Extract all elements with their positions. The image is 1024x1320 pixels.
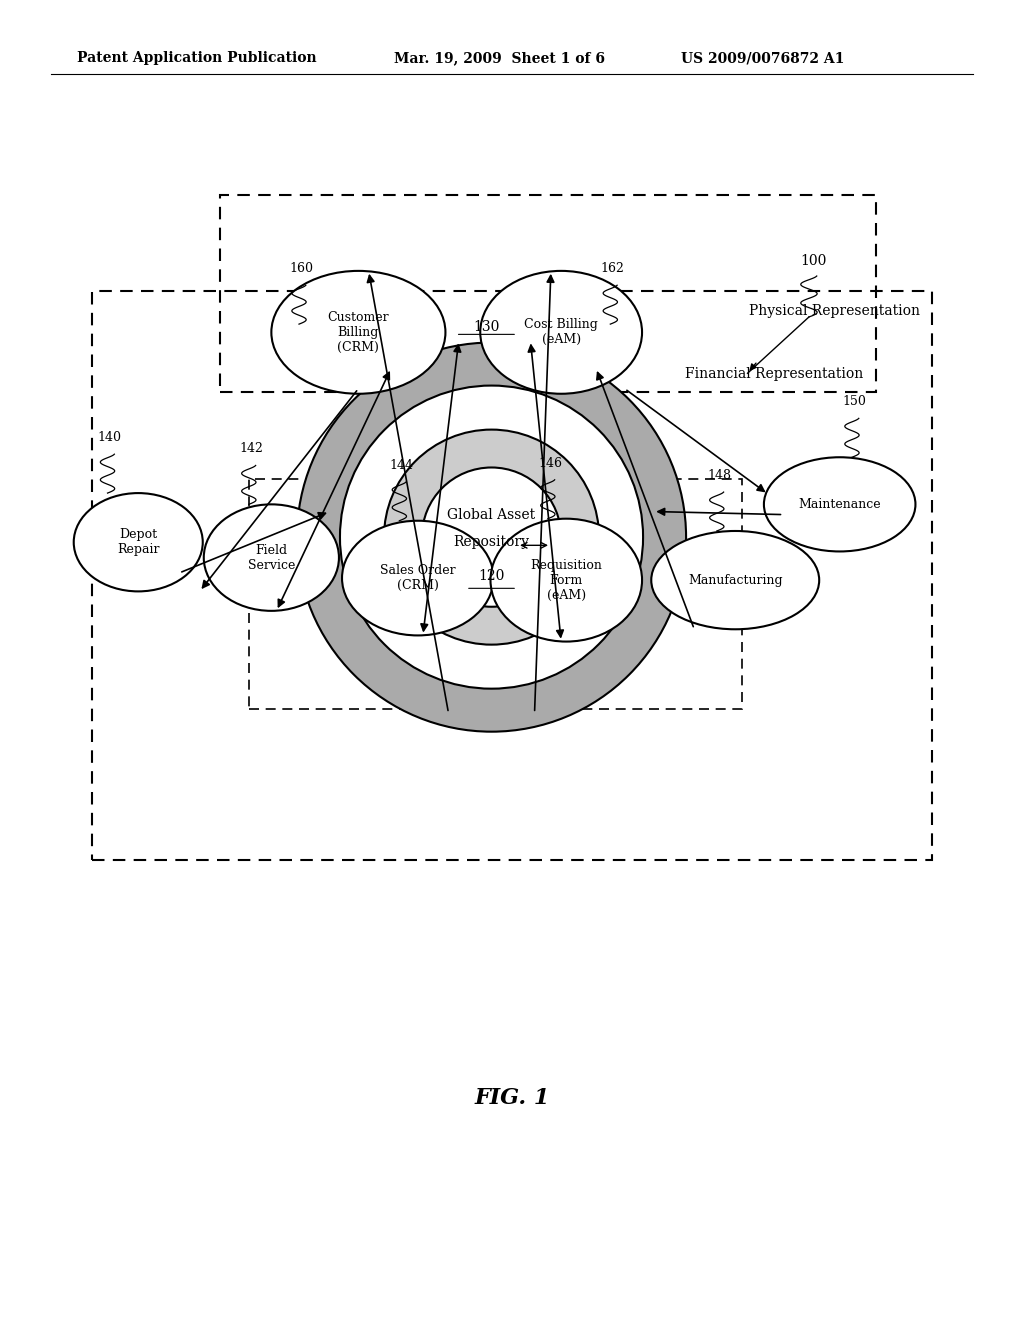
Text: Manufacturing: Manufacturing xyxy=(688,574,782,586)
Text: 162: 162 xyxy=(600,261,625,275)
Text: Repository: Repository xyxy=(454,535,529,549)
Text: Patent Application Publication: Patent Application Publication xyxy=(77,51,316,65)
Text: 130: 130 xyxy=(473,321,500,334)
Ellipse shape xyxy=(342,520,494,635)
Ellipse shape xyxy=(204,504,339,611)
Text: 100: 100 xyxy=(800,253,826,268)
Text: FIG. 1: FIG. 1 xyxy=(474,1088,550,1109)
Text: Depot
Repair: Depot Repair xyxy=(117,528,160,556)
Text: US 2009/0076872 A1: US 2009/0076872 A1 xyxy=(681,51,845,65)
Ellipse shape xyxy=(271,271,445,393)
Ellipse shape xyxy=(340,385,643,689)
Text: 160: 160 xyxy=(289,261,313,275)
Text: Mar. 19, 2009  Sheet 1 of 6: Mar. 19, 2009 Sheet 1 of 6 xyxy=(394,51,605,65)
Text: 120: 120 xyxy=(478,569,505,583)
Ellipse shape xyxy=(297,343,686,731)
Text: Cost Billing
(eAM): Cost Billing (eAM) xyxy=(524,318,598,346)
Ellipse shape xyxy=(490,519,642,642)
Text: 150: 150 xyxy=(842,395,866,408)
Ellipse shape xyxy=(384,429,599,644)
Text: Maintenance: Maintenance xyxy=(799,498,881,511)
Text: 142: 142 xyxy=(239,442,263,455)
Text: 146: 146 xyxy=(538,457,562,470)
Text: 144: 144 xyxy=(389,458,414,471)
Ellipse shape xyxy=(422,467,561,607)
Ellipse shape xyxy=(480,271,642,393)
Text: Global Asset: Global Asset xyxy=(447,508,536,521)
Text: Physical Representation: Physical Representation xyxy=(749,304,920,318)
Ellipse shape xyxy=(74,494,203,591)
Text: Field
Service: Field Service xyxy=(248,544,295,572)
Text: Sales Order
(CRM): Sales Order (CRM) xyxy=(380,564,456,593)
Ellipse shape xyxy=(651,531,819,630)
Text: Requisition
Form
(eAM): Requisition Form (eAM) xyxy=(530,558,602,602)
Text: Customer
Billing
(CRM): Customer Billing (CRM) xyxy=(328,310,389,354)
Ellipse shape xyxy=(764,457,915,552)
Text: Financial Representation: Financial Representation xyxy=(685,367,863,381)
Text: 148: 148 xyxy=(707,469,731,482)
Text: 140: 140 xyxy=(97,430,122,444)
